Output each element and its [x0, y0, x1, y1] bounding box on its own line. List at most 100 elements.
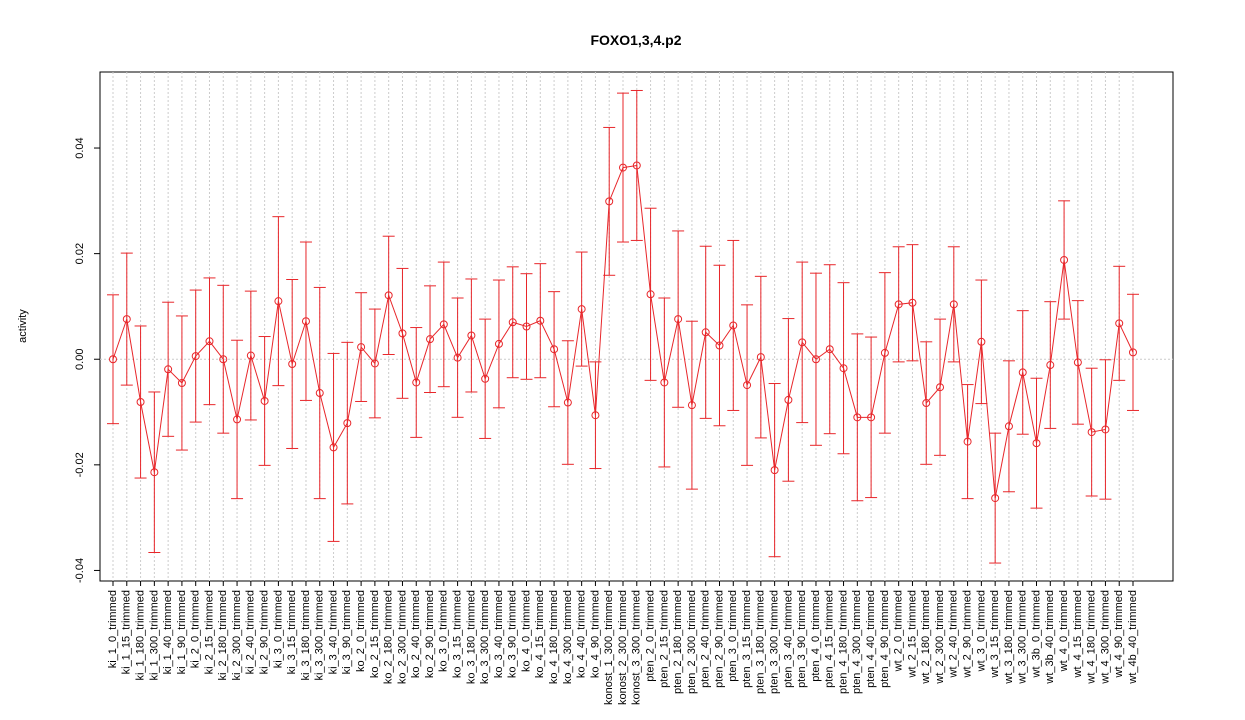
- point: [536, 316, 545, 325]
- x-tick-label: pten_4_300_trimmed: [851, 590, 863, 694]
- x-tick-label: ki_1_90_trimmed: [176, 590, 188, 674]
- point: [357, 343, 366, 352]
- point: [467, 331, 476, 340]
- point: [481, 374, 490, 383]
- point: [1073, 358, 1082, 367]
- x-tick-label: ko_2_40_trimmed: [410, 590, 422, 678]
- x-tick-label: ki_2_300_trimmed: [231, 590, 243, 681]
- point: [219, 355, 228, 364]
- point: [1087, 428, 1096, 437]
- point: [577, 305, 586, 314]
- x-tick-label: wt_3_0_trimmed: [975, 590, 987, 672]
- x-tick-label: pten_4_180_trimmed: [837, 590, 849, 694]
- point: [1018, 368, 1027, 377]
- x-tick-label: ki_2_180_trimmed: [217, 590, 229, 681]
- x-tick-label: ko_2_90_trimmed: [424, 590, 436, 678]
- point: [632, 161, 641, 170]
- point: [109, 355, 117, 364]
- x-tick-label: ki_3_180_trimmed: [300, 590, 312, 681]
- point: [522, 322, 531, 331]
- x-tick-label: ko_3_40_trimmed: [493, 590, 505, 678]
- x-tick-label: ki_1_15_trimmed: [121, 590, 133, 674]
- x-tick-label: pten_2_0_trimmed: [644, 590, 656, 682]
- point: [949, 300, 958, 309]
- x-tick-label: ki_2_90_trimmed: [259, 590, 271, 674]
- x-tick-label: wt_2_15_trimmed: [906, 590, 918, 678]
- point: [894, 300, 903, 309]
- point: [274, 297, 283, 306]
- x-tick-label: wt_2_300_trimmed: [934, 590, 946, 685]
- point: [1060, 255, 1069, 264]
- x-tick-label: ki_1_40_trimmed: [162, 590, 174, 674]
- x-tick-label: ko_2_0_trimmed: [355, 590, 367, 672]
- x-tick-label: wt_2_0_trimmed: [893, 590, 905, 672]
- point: [164, 365, 173, 374]
- point: [867, 413, 876, 422]
- point: [122, 315, 131, 324]
- x-tick-label: wt_3b_0_trimmed: [1030, 590, 1042, 678]
- x-tick-label: ki_3_15_trimmed: [286, 590, 298, 674]
- point: [205, 337, 214, 346]
- point: [1046, 361, 1055, 370]
- x-tick-label: konost_2_300_trimmed: [617, 590, 629, 705]
- x-tick-label: ko_4_300_trimmed: [562, 590, 574, 684]
- x-tick-label: ko_2_180_trimmed: [383, 590, 395, 684]
- x-tick-label: ki_3_40_trimmed: [327, 590, 339, 674]
- x-tick-label: wt_4_15_trimmed: [1072, 590, 1084, 678]
- point: [301, 317, 310, 326]
- x-tick-label: pten_4_40_trimmed: [865, 590, 877, 688]
- x-tick-label: pten_4_15_trimmed: [824, 590, 836, 688]
- x-tick-label: pten_3_300_trimmed: [769, 590, 781, 694]
- x-tick-label: ko_4_0_trimmed: [520, 590, 532, 672]
- point: [1101, 425, 1110, 434]
- point: [784, 395, 793, 404]
- point: [398, 329, 407, 338]
- x-tick-label: ki_2_0_trimmed: [190, 590, 202, 668]
- x-tick-label: pten_3_15_trimmed: [741, 590, 753, 688]
- point: [811, 355, 820, 364]
- x-tick-label: ko_4_40_trimmed: [576, 590, 588, 678]
- point: [329, 443, 338, 452]
- x-tick-label: ko_2_15_trimmed: [369, 590, 381, 678]
- x-tick-label: ko_3_300_trimmed: [479, 590, 491, 684]
- point: [756, 353, 765, 362]
- x-tick-label: pten_4_0_trimmed: [810, 590, 822, 682]
- x-tick-label: wt_2_40_trimmed: [948, 590, 960, 678]
- point: [508, 318, 517, 327]
- x-tick-label: ko_3_15_trimmed: [452, 590, 464, 678]
- x-tick-label: pten_4_90_trimmed: [879, 590, 891, 688]
- point: [563, 398, 572, 407]
- point: [922, 399, 931, 408]
- point: [1032, 439, 1041, 448]
- x-tick-label: ki_1_0_trimmed: [107, 590, 119, 668]
- y-tick-label: 0.00: [74, 349, 86, 370]
- x-tick-label: ki_2_15_trimmed: [203, 590, 215, 674]
- x-tick-label: ki_3_90_trimmed: [341, 590, 353, 674]
- y-tick-label: 0.04: [74, 137, 86, 158]
- x-tick-label: ko_4_180_trimmed: [548, 590, 560, 684]
- point: [908, 298, 917, 307]
- point: [1004, 422, 1013, 431]
- point: [880, 348, 889, 357]
- y-tick-label: 0.02: [74, 243, 86, 264]
- point: [770, 466, 779, 475]
- point: [260, 396, 269, 405]
- x-tick-label: wt_2_90_trimmed: [962, 590, 974, 678]
- point: [963, 437, 972, 446]
- x-tick-label: pten_2_180_trimmed: [672, 590, 684, 694]
- point: [977, 337, 986, 346]
- x-tick-label: wt_4_0_trimmed: [1058, 590, 1070, 672]
- point: [384, 291, 393, 300]
- point: [233, 415, 242, 424]
- point: [715, 341, 724, 350]
- x-tick-label: wt_2_180_trimmed: [920, 590, 932, 685]
- x-tick-label: wt_3_180_trimmed: [1003, 590, 1015, 685]
- point: [343, 419, 352, 428]
- x-tick-label: konost_3_300_trimmed: [631, 590, 643, 705]
- point: [825, 345, 834, 354]
- point: [370, 359, 379, 368]
- point: [605, 197, 614, 206]
- x-tick-label: wt_4b_40_trimmed: [1127, 590, 1139, 685]
- x-tick-label: wt_3_300_trimmed: [1017, 590, 1029, 685]
